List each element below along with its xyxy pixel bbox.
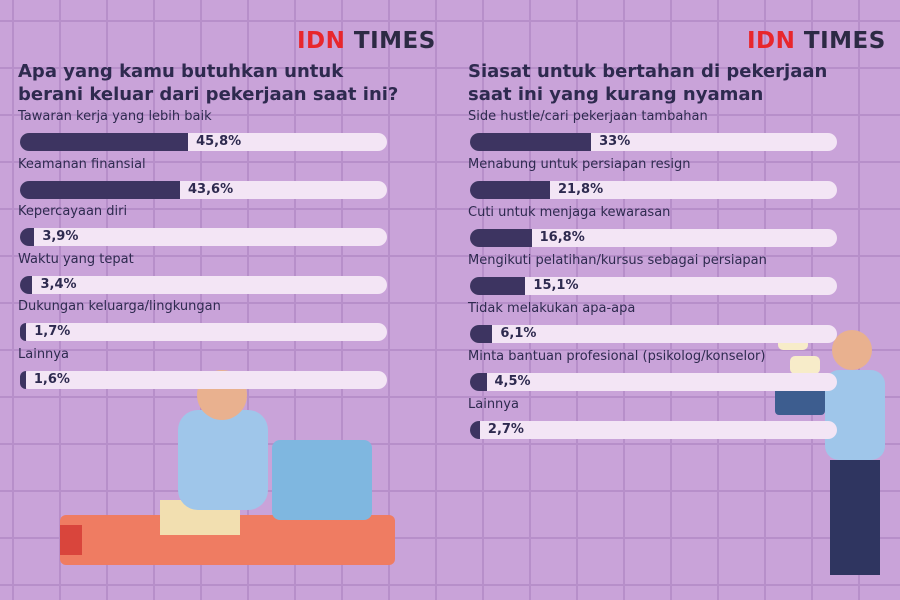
value-label: 3,4% bbox=[40, 276, 77, 292]
value-label: 3,9% bbox=[42, 229, 79, 244]
logo: IDN TIMES bbox=[297, 28, 436, 54]
chart-title: Apa yang kamu butuhkan untuk berani kelu… bbox=[18, 61, 399, 105]
logo-accent: IDN bbox=[747, 28, 796, 54]
bar-track bbox=[470, 277, 837, 295]
chart-title: Siasat untuk bertahan di pekerjaan saat … bbox=[468, 61, 828, 105]
logo-accent: IDN bbox=[297, 28, 346, 54]
bar bbox=[20, 370, 26, 389]
bar bbox=[470, 133, 592, 151]
bar bbox=[470, 229, 532, 247]
bar bbox=[20, 133, 189, 151]
person-body bbox=[178, 410, 268, 510]
category-label: Keamanan finansial bbox=[18, 156, 146, 172]
value-label: 45,8% bbox=[196, 134, 242, 149]
pencil-cup bbox=[60, 525, 82, 555]
speech-bubble bbox=[790, 356, 820, 374]
category-label: Menabung untuk persiapan resign bbox=[468, 157, 691, 172]
category-label: Waktu yang tepat bbox=[18, 251, 134, 267]
bar-track bbox=[20, 228, 387, 246]
logo-text: TIMES bbox=[803, 28, 886, 54]
person2-legs bbox=[830, 460, 880, 575]
logo: IDN TIMES bbox=[747, 28, 886, 54]
category-label: Side hustle/cari pekerjaan tambahan bbox=[468, 109, 708, 124]
category-label: Tawaran kerja yang lebih baik bbox=[18, 109, 212, 124]
bar-track bbox=[470, 181, 837, 199]
bar-track bbox=[470, 325, 837, 343]
value-label: 15,1% bbox=[533, 278, 579, 293]
logo-text: TIMES bbox=[353, 28, 436, 54]
category-label: Minta bantuan profesional (psikolog/kons… bbox=[468, 349, 766, 364]
category-label: Cuti untuk menjaga kewarasan bbox=[468, 205, 671, 220]
bar bbox=[20, 323, 27, 341]
value-label: 16,8% bbox=[539, 230, 585, 245]
bar-track bbox=[20, 275, 387, 294]
category-label: Dukungan keluarga/lingkungan bbox=[18, 299, 221, 314]
category-label: Lainnya bbox=[18, 346, 69, 362]
person2-body bbox=[825, 370, 885, 460]
bar-track bbox=[470, 229, 837, 247]
value-label: 33% bbox=[599, 134, 631, 149]
bar bbox=[470, 373, 487, 391]
category-label: Kepercayaan diri bbox=[18, 204, 128, 219]
monitor bbox=[272, 440, 372, 520]
bar-track bbox=[470, 373, 837, 391]
value-label: 6,1% bbox=[500, 326, 537, 341]
value-label: 1,6% bbox=[33, 371, 70, 387]
bar bbox=[470, 181, 550, 199]
bar bbox=[20, 180, 180, 199]
person2-head bbox=[832, 330, 872, 370]
bar bbox=[470, 325, 493, 343]
value-label: 4,5% bbox=[494, 374, 531, 389]
category-label: Tidak melakukan apa-apa bbox=[468, 301, 636, 316]
value-label: 21,8% bbox=[558, 182, 604, 197]
desk bbox=[60, 515, 395, 565]
category-label: Lainnya bbox=[468, 397, 519, 412]
bar bbox=[470, 421, 480, 439]
bar-track bbox=[20, 370, 387, 389]
bar-track bbox=[20, 323, 387, 341]
value-label: 1,7% bbox=[34, 324, 71, 339]
category-label: Mengikuti pelatihan/kursus sebagai persi… bbox=[468, 253, 767, 268]
bar bbox=[20, 275, 33, 294]
value-label: 43,6% bbox=[188, 181, 234, 197]
bar bbox=[470, 277, 526, 295]
bar bbox=[20, 228, 35, 246]
value-label: 2,7% bbox=[487, 422, 524, 437]
bar-track bbox=[470, 421, 837, 439]
